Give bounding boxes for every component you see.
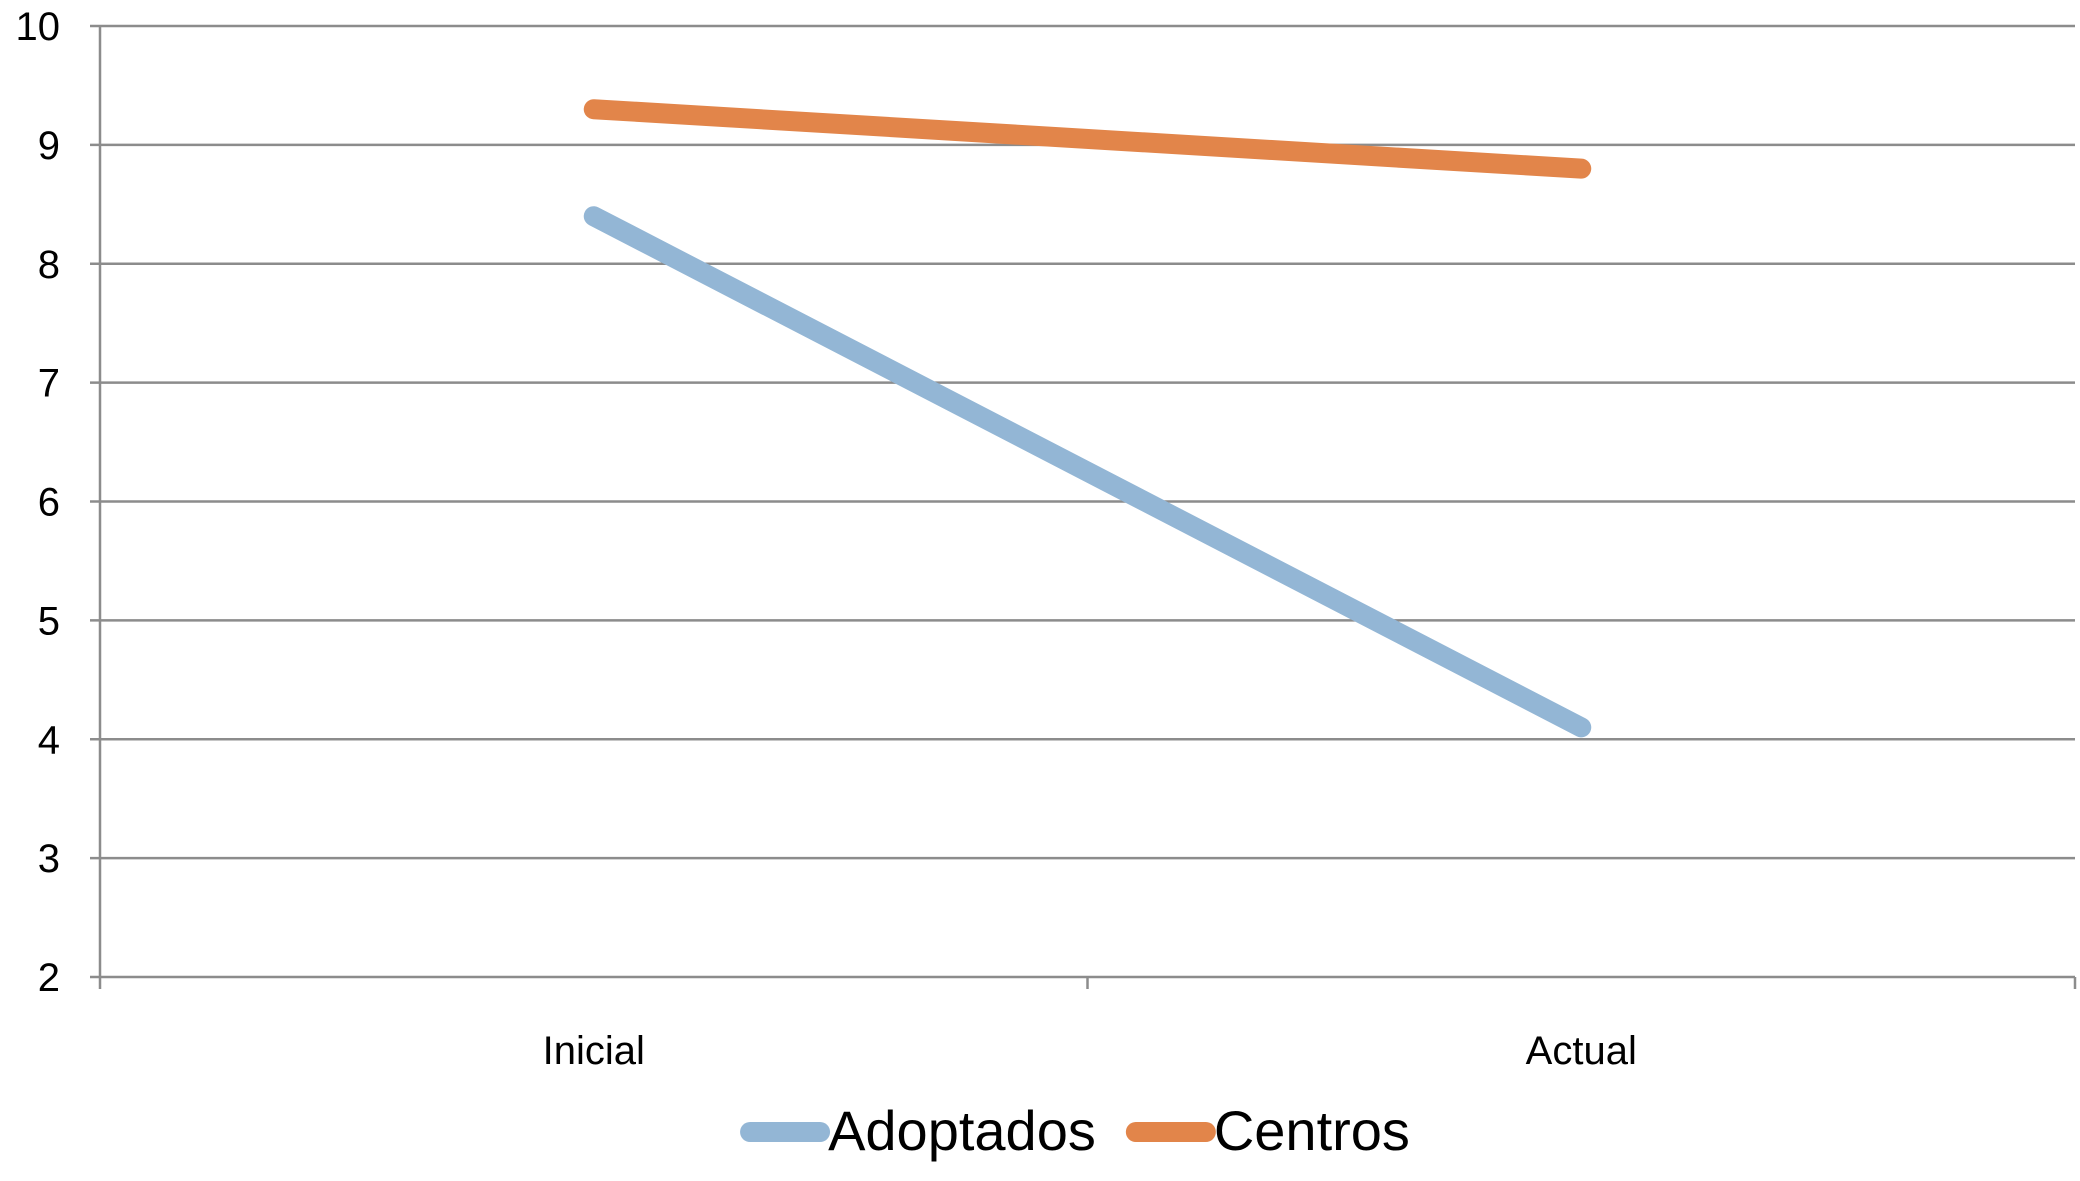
y-tick-label: 7	[38, 362, 60, 406]
series-line-centros	[583, 99, 1592, 179]
series-lines	[583, 99, 1592, 738]
y-tick-label: 9	[38, 124, 60, 168]
x-tick-label-actual: Actual	[1526, 1029, 1637, 1073]
axes	[90, 24, 2077, 989]
y-tick-label: 3	[38, 837, 60, 881]
gridlines	[100, 24, 2075, 860]
y-tick-label: 10	[16, 5, 61, 49]
y-tick-label: 5	[38, 599, 60, 643]
y-tick-label: 4	[38, 718, 60, 762]
legend: Adoptados Centros	[740, 1099, 1410, 1162]
y-tick-label: 6	[38, 481, 60, 525]
x-tick-labels: Inicial Actual	[543, 1029, 1637, 1073]
legend-label-centros: Centros	[1214, 1099, 1410, 1162]
x-tick-label-inicial: Inicial	[543, 1029, 645, 1073]
y-tick-labels: 2 3 4 5 6 7 8 9 10	[16, 5, 61, 1000]
legend-label-adoptados: Adoptados	[828, 1099, 1096, 1162]
y-tick-label: 8	[38, 243, 60, 287]
y-tick-label: 2	[38, 956, 60, 1000]
series-line-adoptados	[583, 206, 1592, 738]
